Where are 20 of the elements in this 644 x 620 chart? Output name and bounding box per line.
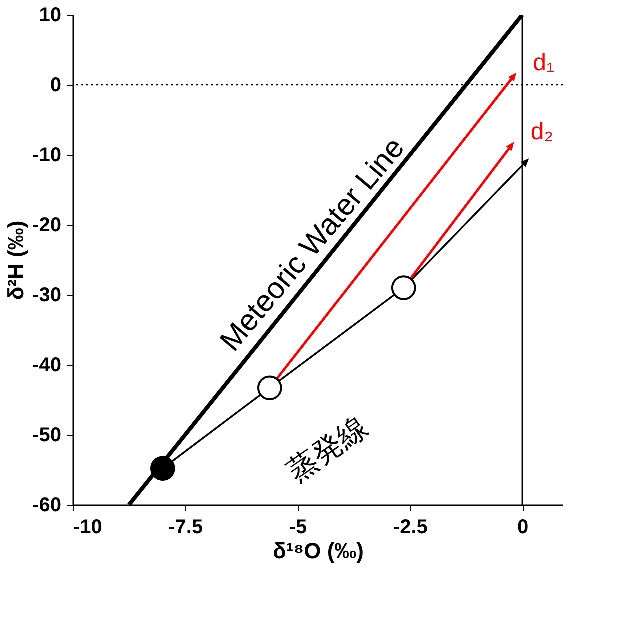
- y-tick-label: -30: [32, 284, 62, 306]
- x-tick-label: -2.5: [393, 516, 428, 538]
- x-tick-label: -7.5: [168, 516, 204, 538]
- x-tick-label: -10: [74, 516, 102, 538]
- y-tick-label: -20: [32, 214, 62, 236]
- y-tick-label: 0: [50, 74, 62, 96]
- point: [257, 376, 282, 400]
- x-tick-label: 0: [517, 516, 529, 538]
- y-tick-label: -60: [32, 494, 62, 516]
- y-tick-label: -10: [32, 144, 62, 166]
- y-axis-title: δ²H (‰): [4, 220, 29, 300]
- x-tick-label: -5: [289, 516, 308, 538]
- x-axis-title: δ¹⁸O (‰): [273, 538, 364, 564]
- annotation: 蒸発線: [281, 410, 374, 489]
- y-tick-label: 10: [39, 4, 62, 26]
- series-label: d₂: [530, 118, 554, 146]
- y-tick-label: -50: [32, 424, 62, 446]
- point: [391, 276, 416, 300]
- series-label: d₁: [533, 49, 555, 76]
- y-tick-label: -40: [32, 354, 62, 376]
